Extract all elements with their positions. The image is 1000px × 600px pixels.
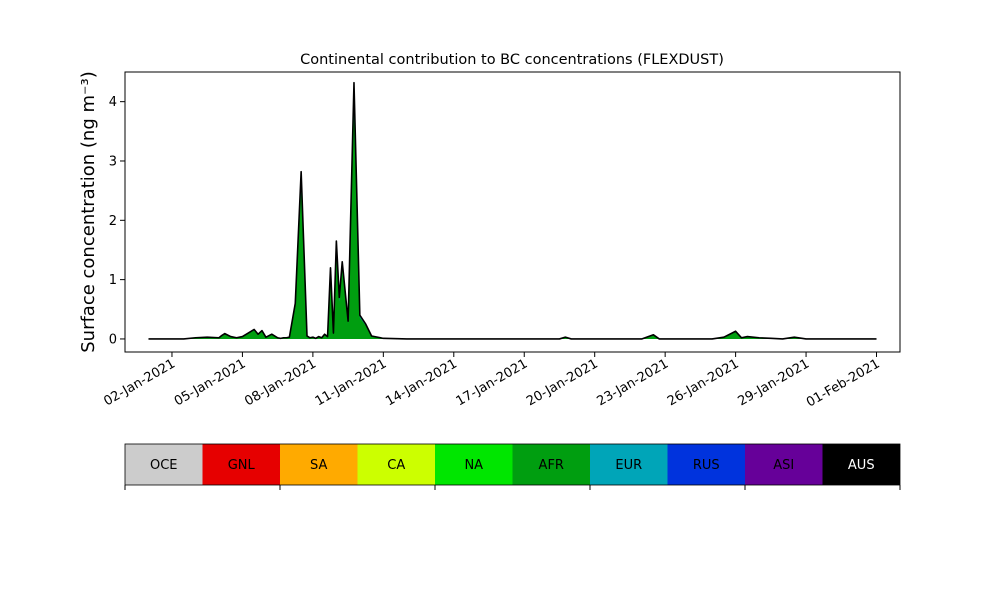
colorbar-label-sa: SA	[310, 458, 327, 473]
colorbar-swatch-eur	[590, 444, 668, 485]
region-colorbar: OCE GNL SA CA NA AFR EUR RUS ASI AUS	[124, 443, 901, 490]
colorbar-swatch-rus	[667, 444, 745, 485]
y-axis-label: Surface concentration (ng m⁻³)	[78, 71, 99, 353]
colorbar-swatch-na	[435, 444, 513, 485]
colorbar-label-gnl: GNL	[228, 458, 256, 473]
colorbar-frame	[124, 443, 901, 486]
y-tick-label: 1	[109, 273, 117, 288]
colorbar-label-aus: AUS	[848, 458, 875, 473]
y-tick-label: 2	[109, 214, 117, 229]
colorbar-swatch-sa	[280, 444, 358, 485]
colorbar-swatch-gnl	[202, 444, 280, 485]
colorbar-swatch-afr	[512, 444, 590, 485]
y-tick-label: 0	[109, 332, 117, 347]
chart-title: Continental contribution to BC concentra…	[300, 52, 724, 68]
series-line-aus	[148, 81, 877, 340]
colorbar-swatch-oce	[125, 444, 203, 485]
colorbar-label-na: NA	[464, 458, 483, 473]
plot-frame	[124, 71, 901, 353]
colorbar-swatch-aus	[822, 444, 900, 485]
colorbar-label-asi: ASI	[773, 458, 794, 473]
colorbar-label-eur: EUR	[615, 458, 642, 473]
colorbar-swatch-asi	[745, 444, 823, 485]
y-tick-label: 4	[109, 95, 117, 110]
colorbar-label-afr: AFR	[539, 458, 564, 473]
colorbar-label-oce: OCE	[150, 458, 178, 473]
colorbar-label-ca: CA	[387, 458, 405, 473]
colorbar-swatch-ca	[357, 444, 435, 485]
colorbar-label-rus: RUS	[693, 458, 720, 473]
y-tick-label: 3	[109, 154, 117, 169]
